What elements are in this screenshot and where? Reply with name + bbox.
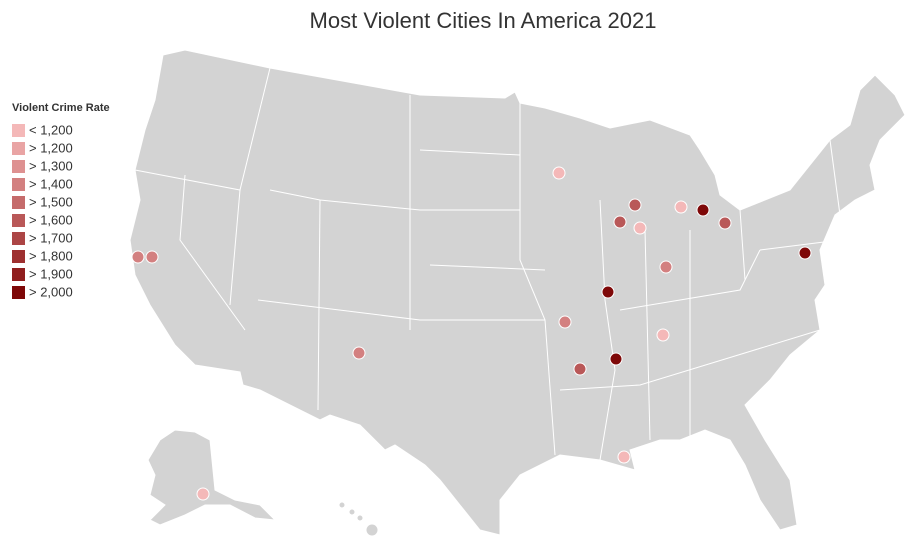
legend-label: < 1,200 [29, 122, 73, 137]
legend-swatch [12, 160, 25, 173]
city-point [573, 362, 587, 376]
legend-swatch [12, 286, 25, 299]
city-points [131, 166, 812, 501]
legend-swatch [12, 178, 25, 191]
us-map [129, 49, 906, 537]
city-point [352, 346, 366, 360]
city-point [674, 200, 688, 214]
city-point [552, 166, 566, 180]
alaska [147, 429, 277, 526]
legend-swatch [12, 268, 25, 281]
city-point [131, 250, 145, 264]
legend-label: > 1,600 [29, 212, 73, 227]
legend-label: > 1,500 [29, 194, 73, 209]
city-point [696, 203, 710, 217]
legend-label: > 1,800 [29, 248, 73, 263]
city-point [609, 352, 623, 366]
city-point [628, 198, 642, 212]
legend-swatch [12, 142, 25, 155]
legend-swatch [12, 250, 25, 263]
legend-label: > 1,400 [29, 176, 73, 191]
city-point [659, 260, 673, 274]
legend-swatch [12, 196, 25, 209]
legend: < 1,200 > 1,200 > 1,300 > 1,400 > 1,500 > 1,6… [12, 122, 73, 299]
legend-swatch [12, 124, 25, 137]
city-point [601, 285, 615, 299]
legend-swatch [12, 232, 25, 245]
city-point [633, 221, 647, 235]
legend-label: > 1,700 [29, 230, 73, 245]
city-point [145, 250, 159, 264]
city-point [656, 328, 670, 342]
continental-us [129, 49, 906, 536]
city-point [798, 246, 812, 260]
legend-label: > 1,200 [29, 140, 73, 155]
map-title: Most Violent Cities In America 2021 [310, 8, 657, 33]
city-point [196, 487, 210, 501]
legend-swatch [12, 214, 25, 227]
city-point [558, 315, 572, 329]
state-borders [134, 67, 841, 461]
legend-label: > 1,900 [29, 266, 73, 281]
legend-title: Violent Crime Rate [12, 102, 110, 114]
city-point [617, 450, 631, 464]
city-point [613, 215, 627, 229]
legend-label: > 2,000 [29, 284, 73, 299]
legend-label: > 1,300 [29, 158, 73, 173]
hawaii [338, 501, 379, 537]
city-point [718, 216, 732, 230]
